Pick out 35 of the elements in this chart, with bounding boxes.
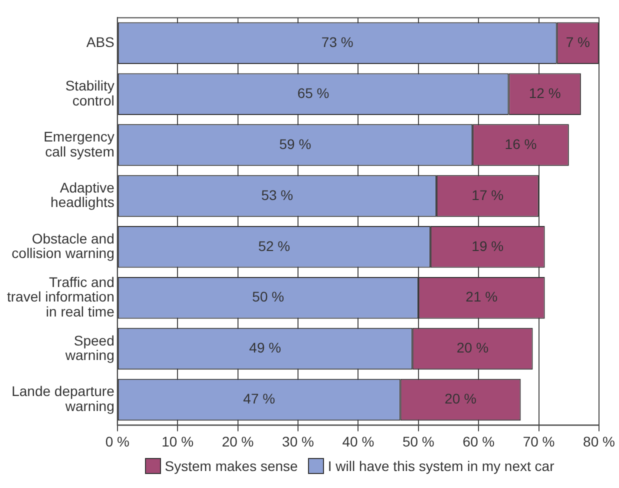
y-tick-label: Lande departure warning (12, 383, 115, 414)
data-label: 73 % (321, 34, 354, 50)
data-label: 21 % (466, 288, 498, 305)
x-tick-label: 40 % (342, 433, 374, 450)
y-tick-label: ABS (86, 34, 114, 50)
data-label: 52 % (258, 238, 290, 254)
x-tick-label: 0 % (105, 433, 130, 450)
data-label: 50 % (252, 288, 284, 305)
y-tick-label: Traffic and travel information in real time (6, 274, 115, 320)
data-label: 17 % (472, 186, 504, 203)
y-tick-label: Stability control (65, 78, 114, 108)
data-label: 47 % (243, 390, 276, 407)
legend-label: System makes sense (164, 458, 298, 474)
data-label: 59 % (279, 136, 312, 152)
data-label: 7 % (566, 34, 590, 50)
data-label: 16 % (504, 136, 537, 152)
y-tick-label: Emergency call system (44, 128, 114, 160)
y-tick-label: Adaptive headlights (50, 179, 115, 210)
x-tick-label: 30 % (282, 433, 314, 450)
data-label: 53 % (261, 186, 294, 203)
data-label: 20 % (444, 390, 476, 407)
data-label: 65 % (297, 84, 330, 101)
x-tick-label: 20 % (222, 433, 254, 450)
data-label: 12 % (528, 84, 561, 101)
y-tick-label: Obstacle and collision warning (12, 230, 114, 262)
text: I will have this system in my next car (328, 458, 554, 474)
y-tick-label: Speed warning (64, 332, 114, 364)
x-tick-label: 80 % (583, 433, 615, 450)
x-tick-label: 10 % (162, 433, 194, 450)
x-tick-label: 50 % (402, 433, 434, 450)
data-label: 19 % (472, 238, 504, 254)
data-label: 49 % (249, 340, 282, 356)
x-tick-label: 60 % (462, 433, 495, 450)
data-label: 20 % (456, 340, 489, 356)
x-tick-label: 70 % (522, 433, 555, 450)
